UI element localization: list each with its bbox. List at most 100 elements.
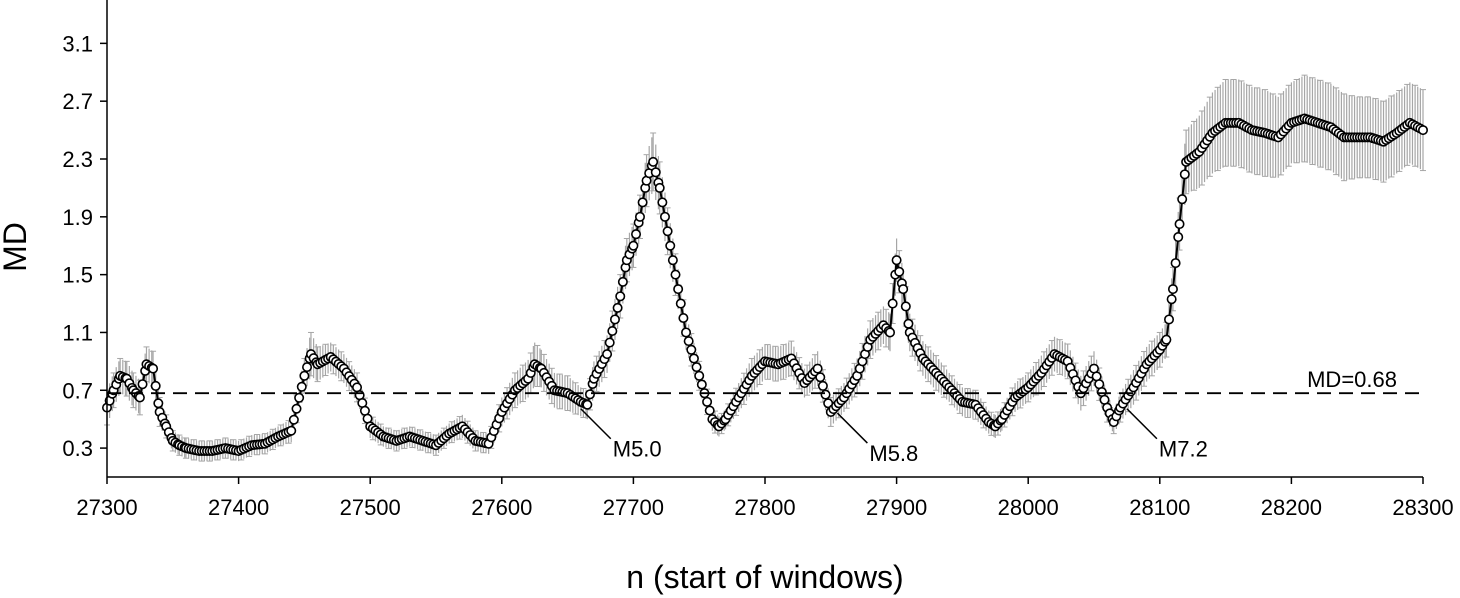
data-point	[296, 381, 307, 392]
data-point	[148, 363, 159, 374]
data-point	[607, 326, 618, 337]
data-point	[299, 370, 310, 381]
data-point	[1167, 284, 1178, 295]
data-point	[602, 349, 613, 360]
y-tick-label: 1.5	[62, 263, 93, 288]
data-point	[659, 211, 670, 222]
data-point	[887, 298, 898, 309]
data-point	[817, 380, 828, 391]
data-point	[628, 240, 639, 251]
data-point	[1164, 314, 1175, 325]
x-tick-label: 27600	[471, 495, 532, 520]
series-line-layer	[106, 117, 1424, 453]
x-tick-label: 27700	[603, 495, 664, 520]
data-point	[812, 363, 823, 374]
x-tick-label: 28200	[1261, 495, 1322, 520]
data-point	[294, 392, 305, 403]
y-tick-label: 2.3	[62, 147, 93, 172]
data-point	[673, 284, 684, 295]
data-point	[1418, 125, 1429, 136]
data-point	[900, 301, 911, 312]
data-point	[885, 327, 896, 338]
data-points-layer	[102, 113, 1429, 456]
data-point	[582, 399, 593, 410]
data-point	[1179, 169, 1190, 180]
data-point	[1177, 194, 1188, 205]
y-tick-label: 3.1	[62, 31, 93, 56]
annotation-leader	[1126, 408, 1158, 440]
data-point	[820, 389, 831, 400]
y-tick-label: 1.1	[62, 320, 93, 345]
data-point	[686, 344, 697, 355]
x-tick-label: 28000	[998, 495, 1059, 520]
data-point	[137, 379, 148, 390]
x-tick-label: 28100	[1129, 495, 1190, 520]
annotation-leader	[836, 412, 868, 444]
data-point	[657, 197, 668, 208]
data-point	[683, 336, 694, 347]
x-tick-label: 28300	[1392, 495, 1453, 520]
data-point	[291, 403, 302, 414]
data-point	[1174, 219, 1185, 230]
x-tick-label: 27300	[76, 495, 137, 520]
y-axis-title: MD	[0, 222, 33, 272]
data-point	[631, 229, 642, 240]
data-point	[153, 398, 164, 409]
data-point	[134, 392, 145, 403]
data-point	[604, 337, 615, 348]
data-point	[694, 370, 705, 381]
reference-line-layer: MD=0.68	[107, 367, 1423, 395]
data-point	[654, 182, 665, 193]
x-tick-label: 27800	[734, 495, 795, 520]
data-point	[634, 211, 645, 222]
data-point	[612, 302, 623, 313]
data-point	[615, 291, 626, 302]
data-point	[688, 353, 699, 364]
data-point	[670, 269, 681, 280]
data-point	[609, 314, 620, 325]
data-point	[903, 318, 914, 329]
data-point	[665, 240, 676, 251]
data-point	[286, 425, 297, 436]
data-point	[1173, 232, 1184, 243]
reference-line-label: MD=0.68	[1307, 367, 1397, 392]
data-point	[288, 414, 299, 425]
data-point	[617, 276, 628, 287]
x-tick-label: 27500	[340, 495, 401, 520]
data-point	[894, 266, 905, 277]
error-bars-layer	[104, 74, 1426, 462]
data-point	[1161, 334, 1172, 345]
data-point	[302, 362, 313, 373]
annotation-leader	[580, 408, 612, 440]
data-point	[1170, 258, 1181, 269]
data-point	[150, 380, 161, 391]
y-tick-label: 2.7	[62, 89, 93, 114]
y-tick-label: 0.7	[62, 378, 93, 403]
annotation-label: M5.8	[869, 441, 918, 466]
annotations-layer: M5.0 M5.8 M7.2	[580, 408, 1208, 466]
data-point	[691, 362, 702, 373]
x-axis-title: n (start of windows)	[626, 559, 903, 595]
y-tick-label: 1.9	[62, 205, 93, 230]
data-point	[898, 284, 909, 295]
data-point	[696, 379, 707, 390]
data-point	[678, 312, 689, 323]
data-point	[891, 255, 902, 266]
x-tick-label: 27900	[866, 495, 927, 520]
data-point	[648, 156, 659, 167]
data-point	[650, 167, 661, 178]
annotation-label: M7.2	[1159, 437, 1208, 462]
annotation-label: M5.0	[613, 437, 662, 462]
data-point	[815, 372, 826, 383]
data-point	[584, 389, 595, 400]
series-line	[106, 117, 1424, 453]
data-point	[702, 396, 713, 407]
data-point	[675, 298, 686, 309]
y-tick-label: 0.3	[62, 436, 93, 461]
data-point	[681, 327, 692, 338]
axes-layer: 0.3 0.7 1.1 1.5 1.9 2.3 2.7 3.1 27300 27400 27500 2…	[62, 0, 1454, 520]
data-point	[704, 405, 715, 416]
data-point	[1166, 294, 1177, 305]
